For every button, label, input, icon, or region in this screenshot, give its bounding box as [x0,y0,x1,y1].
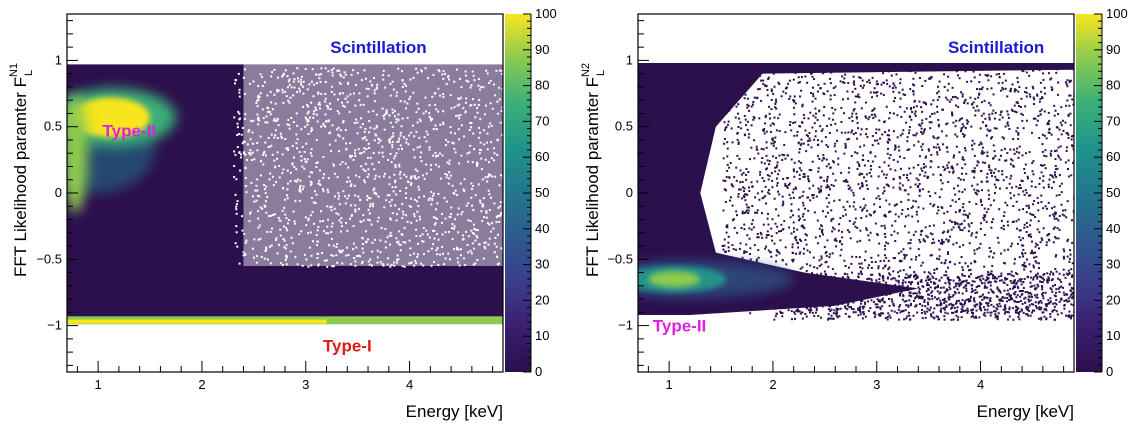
right-colorbar-tick-label: 70 [1106,113,1120,128]
right-annotation-type-ii: Type-II [653,317,707,336]
left-colorbar-tick-label: 70 [535,113,549,128]
right-annotations: Scintillation Type-II [653,38,1045,335]
right-axes: 1 2 3 4 −1 −0.5 0 0.5 1 [607,13,1075,392]
right-colorbar-tick-label: 60 [1106,149,1120,164]
left-x-tick-label: 3 [302,377,309,392]
left-y-tick-label: −1 [47,318,62,333]
left-colorbar: 0 10 20 30 40 50 60 70 80 90 100 [505,6,557,379]
right-y-axis-title: FFT Likelihood paramter FN2 L [580,63,607,277]
left-x-tick-label: 2 [198,377,205,392]
left-colorbar-tick-label: 40 [535,221,549,236]
left-x-axis-title: Energy [keV] [406,402,503,421]
right-colorbar-tick-label: 100 [1106,6,1128,21]
left-type-i-core [67,319,327,324]
left-colorbar-tick-label: 20 [535,292,549,307]
right-y-axis-superscript: N2 [580,63,592,77]
left-scatter-points [233,67,503,268]
right-x-axis-title: Energy [keV] [977,402,1074,421]
left-y-tick-label: 0 [55,185,62,200]
left-colorbar-tick-label: 90 [535,42,549,57]
left-colorbar-tick-label: 30 [535,257,549,272]
left-y-tick-label: 1 [55,52,62,67]
left-y-axis-superscript: N1 [8,63,20,77]
right-annotation-scintillation: Scintillation [948,38,1044,57]
left-axes: 1 2 3 4 −1 −0.5 0 0.5 1 [36,13,504,392]
right-y-tick-label: −1 [618,318,633,333]
left-colorbar-tick-label: 10 [535,328,549,343]
right-y-axis-subscript: L [595,70,607,76]
left-colorbar-tick-label: 100 [535,6,557,21]
right-x-tick-label: 4 [977,377,984,392]
right-x-tick-label: 3 [873,377,880,392]
right-colorbar-tick-label: 90 [1106,42,1120,57]
right-colorbar-tick-label: 80 [1106,78,1120,93]
left-type-ii-core [71,97,151,138]
right-y-tick-label: 0 [626,185,633,200]
left-colorbar-tick-label: 80 [535,78,549,93]
left-y-axis-title: FFT Likelihood paramter FN1 L [8,63,35,277]
left-colorbar-tick-label: 50 [535,185,549,200]
right-x-tick-label: 1 [666,377,673,392]
right-colorbar-tick-label: 10 [1106,328,1120,343]
left-annotation-type-ii: Type-II [103,122,157,141]
right-colorbar-tick-label: 40 [1106,221,1120,236]
left-y-axis-subscript: L [23,70,35,76]
right-heatmap [638,63,1074,321]
left-annotation-type-i: Type-I [323,336,372,355]
left-annotation-scintillation: Scintillation [330,38,426,57]
left-x-tick-label: 1 [95,377,102,392]
left-type-ii-edge [67,93,88,213]
left-y-tick-label: −0.5 [36,251,62,266]
right-colorbar: 0 10 20 30 40 50 60 70 80 90 100 [1076,6,1128,379]
right-y-tick-label: 0.5 [615,119,633,134]
right-colorbar-tick-label: 30 [1106,257,1120,272]
right-type-ii-core [648,271,701,288]
right-colorbar-tick-label: 20 [1106,292,1120,307]
left-colorbar-tick-label: 0 [535,364,542,379]
right-panel: 1 2 3 4 −1 −0.5 0 0.5 1 0 10 20 30 40 50 60 70 80 90 100 S… [580,6,1128,421]
right-x-tick-label: 2 [769,377,776,392]
left-lower-region [243,265,503,322]
right-colorbar-tick-label: 50 [1106,185,1120,200]
right-y-tick-label: 1 [626,52,633,67]
right-y-tick-label: −0.5 [607,251,633,266]
left-annotations: Scintillation Type-II Type-I [103,38,427,355]
left-x-tick-label: 4 [406,377,413,392]
left-y-tick-label: 0.5 [44,119,62,134]
left-panel: 1 2 3 4 −1 −0.5 0 0.5 1 0 10 20 30 40 50 60 70 80 90 100 S… [8,6,557,421]
left-heatmap [67,64,503,325]
left-colorbar-tick-label: 60 [535,149,549,164]
right-colorbar-tick-label: 0 [1106,364,1113,379]
